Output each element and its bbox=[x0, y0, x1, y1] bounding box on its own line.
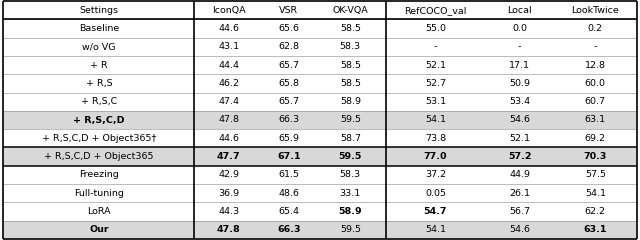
Text: 50.9: 50.9 bbox=[509, 79, 530, 88]
Text: 44.3: 44.3 bbox=[218, 207, 239, 216]
Text: 44.4: 44.4 bbox=[218, 61, 239, 70]
Text: 58.5: 58.5 bbox=[340, 24, 361, 33]
Text: 67.1: 67.1 bbox=[277, 152, 301, 161]
Text: -: - bbox=[434, 42, 437, 51]
Text: 60.0: 60.0 bbox=[585, 79, 606, 88]
Text: 58.9: 58.9 bbox=[339, 207, 362, 216]
Text: + R,S,C,D + Object365: + R,S,C,D + Object365 bbox=[44, 152, 154, 161]
Text: VSR: VSR bbox=[280, 6, 298, 15]
Text: 52.7: 52.7 bbox=[425, 79, 446, 88]
Text: 59.5: 59.5 bbox=[340, 115, 361, 125]
Text: Settings: Settings bbox=[79, 6, 118, 15]
Text: -: - bbox=[594, 42, 597, 51]
Text: LookTwice: LookTwice bbox=[572, 6, 619, 15]
Text: 54.1: 54.1 bbox=[585, 189, 606, 198]
Text: 42.9: 42.9 bbox=[218, 170, 239, 179]
Text: 33.1: 33.1 bbox=[340, 189, 361, 198]
Text: 53.1: 53.1 bbox=[425, 97, 446, 106]
Text: 56.7: 56.7 bbox=[509, 207, 530, 216]
Text: 63.1: 63.1 bbox=[585, 115, 606, 125]
Text: 69.2: 69.2 bbox=[585, 134, 606, 143]
Text: IconQA: IconQA bbox=[212, 6, 246, 15]
Text: 59.5: 59.5 bbox=[340, 225, 361, 234]
Text: 52.1: 52.1 bbox=[509, 134, 530, 143]
Text: Baseline: Baseline bbox=[79, 24, 119, 33]
Text: + R,S,C,D: + R,S,C,D bbox=[73, 115, 125, 125]
Text: 58.9: 58.9 bbox=[340, 97, 361, 106]
Text: 66.3: 66.3 bbox=[278, 115, 300, 125]
Bar bbox=[3, 111, 637, 129]
Bar bbox=[3, 147, 637, 166]
Text: 44.9: 44.9 bbox=[509, 170, 530, 179]
Text: 61.5: 61.5 bbox=[278, 170, 300, 179]
Text: 70.3: 70.3 bbox=[584, 152, 607, 161]
Text: Our: Our bbox=[89, 225, 109, 234]
Text: 77.0: 77.0 bbox=[424, 152, 447, 161]
Text: 54.1: 54.1 bbox=[425, 225, 446, 234]
Text: LoRA: LoRA bbox=[87, 207, 111, 216]
Text: 58.5: 58.5 bbox=[340, 79, 361, 88]
Text: 54.6: 54.6 bbox=[509, 115, 530, 125]
Text: 17.1: 17.1 bbox=[509, 61, 530, 70]
Text: 66.3: 66.3 bbox=[277, 225, 301, 234]
Text: -: - bbox=[518, 42, 521, 51]
Text: 60.7: 60.7 bbox=[585, 97, 606, 106]
Text: 65.4: 65.4 bbox=[278, 207, 300, 216]
Text: 73.8: 73.8 bbox=[425, 134, 446, 143]
Text: 37.2: 37.2 bbox=[425, 170, 446, 179]
Text: 65.9: 65.9 bbox=[278, 134, 300, 143]
Text: 55.0: 55.0 bbox=[425, 24, 446, 33]
Text: 63.1: 63.1 bbox=[584, 225, 607, 234]
Text: 54.7: 54.7 bbox=[424, 207, 447, 216]
Text: + R,S,C: + R,S,C bbox=[81, 97, 117, 106]
Text: 46.2: 46.2 bbox=[218, 79, 239, 88]
Text: 48.6: 48.6 bbox=[278, 189, 300, 198]
Text: 57.2: 57.2 bbox=[508, 152, 531, 161]
Text: 0.05: 0.05 bbox=[425, 189, 446, 198]
Text: 26.1: 26.1 bbox=[509, 189, 530, 198]
Text: 65.8: 65.8 bbox=[278, 79, 300, 88]
Text: 47.8: 47.8 bbox=[217, 225, 241, 234]
Text: 58.3: 58.3 bbox=[340, 170, 361, 179]
Text: 47.4: 47.4 bbox=[218, 97, 239, 106]
Text: 44.6: 44.6 bbox=[218, 24, 239, 33]
Text: + R,S,C,D + Object365†: + R,S,C,D + Object365† bbox=[42, 134, 156, 143]
Text: w/o VG: w/o VG bbox=[82, 42, 116, 51]
Text: + R,S: + R,S bbox=[86, 79, 112, 88]
Text: 52.1: 52.1 bbox=[425, 61, 446, 70]
Text: 47.8: 47.8 bbox=[218, 115, 239, 125]
Text: 44.6: 44.6 bbox=[218, 134, 239, 143]
Text: 58.3: 58.3 bbox=[340, 42, 361, 51]
Text: Freezing: Freezing bbox=[79, 170, 118, 179]
Text: 53.4: 53.4 bbox=[509, 97, 530, 106]
Bar bbox=[3, 221, 637, 239]
Text: 59.5: 59.5 bbox=[339, 152, 362, 161]
Text: 57.5: 57.5 bbox=[585, 170, 606, 179]
Text: 58.5: 58.5 bbox=[340, 61, 361, 70]
Text: 62.2: 62.2 bbox=[585, 207, 606, 216]
Text: 54.1: 54.1 bbox=[425, 115, 446, 125]
Text: Local: Local bbox=[508, 6, 532, 15]
Text: 65.7: 65.7 bbox=[278, 97, 300, 106]
Text: 0.0: 0.0 bbox=[512, 24, 527, 33]
Text: 12.8: 12.8 bbox=[585, 61, 606, 70]
Text: 36.9: 36.9 bbox=[218, 189, 239, 198]
Text: RefCOCO_val: RefCOCO_val bbox=[404, 6, 467, 15]
Text: + R: + R bbox=[90, 61, 108, 70]
Text: 65.6: 65.6 bbox=[278, 24, 300, 33]
Text: 47.7: 47.7 bbox=[217, 152, 241, 161]
Text: 65.7: 65.7 bbox=[278, 61, 300, 70]
Text: 62.8: 62.8 bbox=[278, 42, 300, 51]
Text: 43.1: 43.1 bbox=[218, 42, 239, 51]
Text: 0.2: 0.2 bbox=[588, 24, 603, 33]
Text: 54.6: 54.6 bbox=[509, 225, 530, 234]
Text: 58.7: 58.7 bbox=[340, 134, 361, 143]
Text: Full-tuning: Full-tuning bbox=[74, 189, 124, 198]
Text: OK-VQA: OK-VQA bbox=[332, 6, 368, 15]
